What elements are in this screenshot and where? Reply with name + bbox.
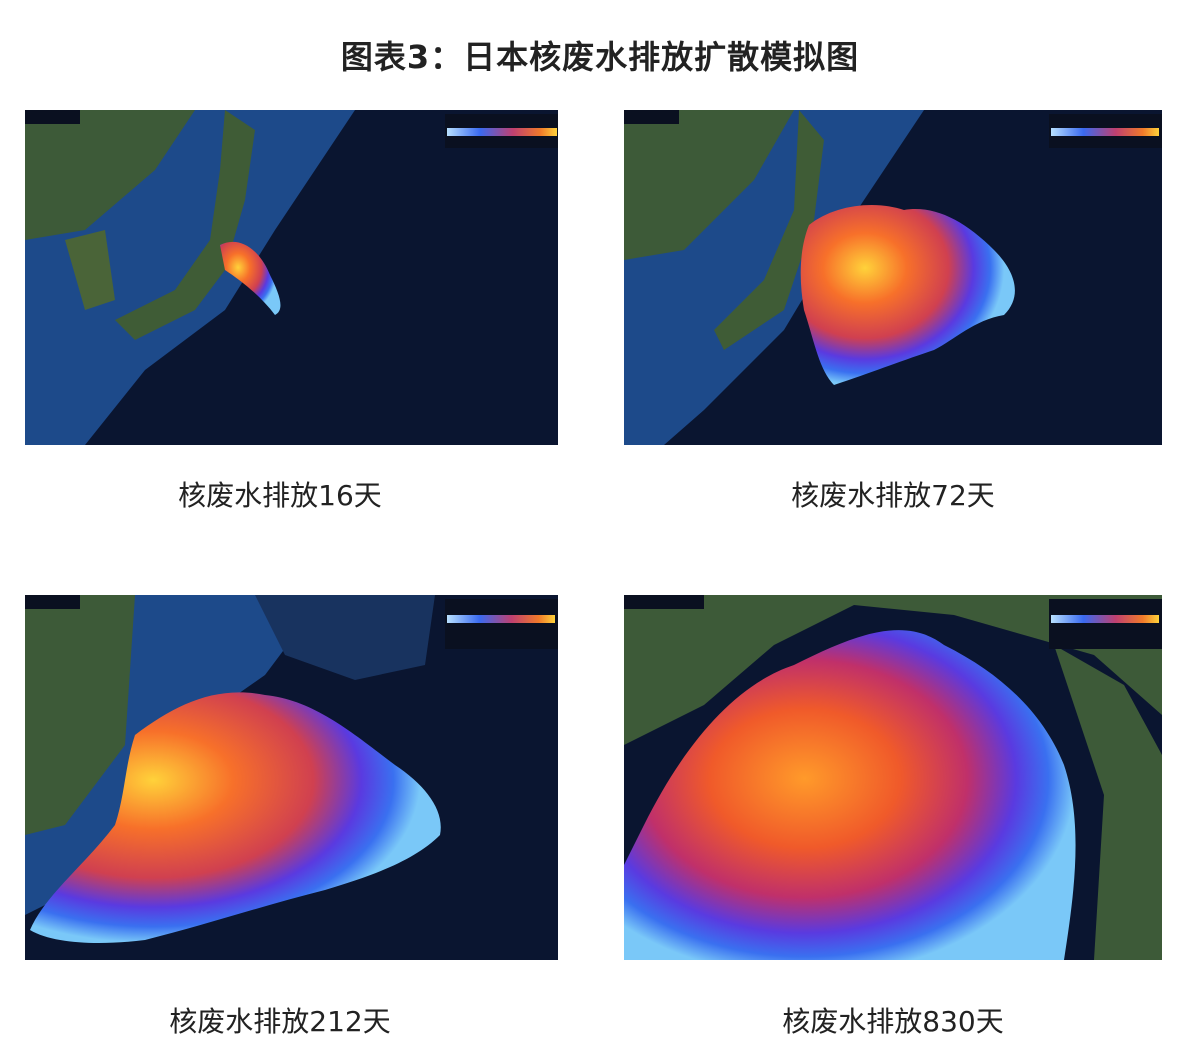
figure-title: 图表3：日本核废水排放扩散模拟图 [340,38,860,76]
caption: 核废水排放212天 [169,1005,391,1038]
map-72-days [624,110,1162,445]
caption: 核废水排放16天 [178,479,382,512]
map-830-days [624,595,1162,960]
caption: 核废水排放830天 [782,1005,1004,1038]
map-16-days [25,110,558,445]
caption: 核废水排放72天 [791,479,995,512]
map-212-days [25,595,558,960]
